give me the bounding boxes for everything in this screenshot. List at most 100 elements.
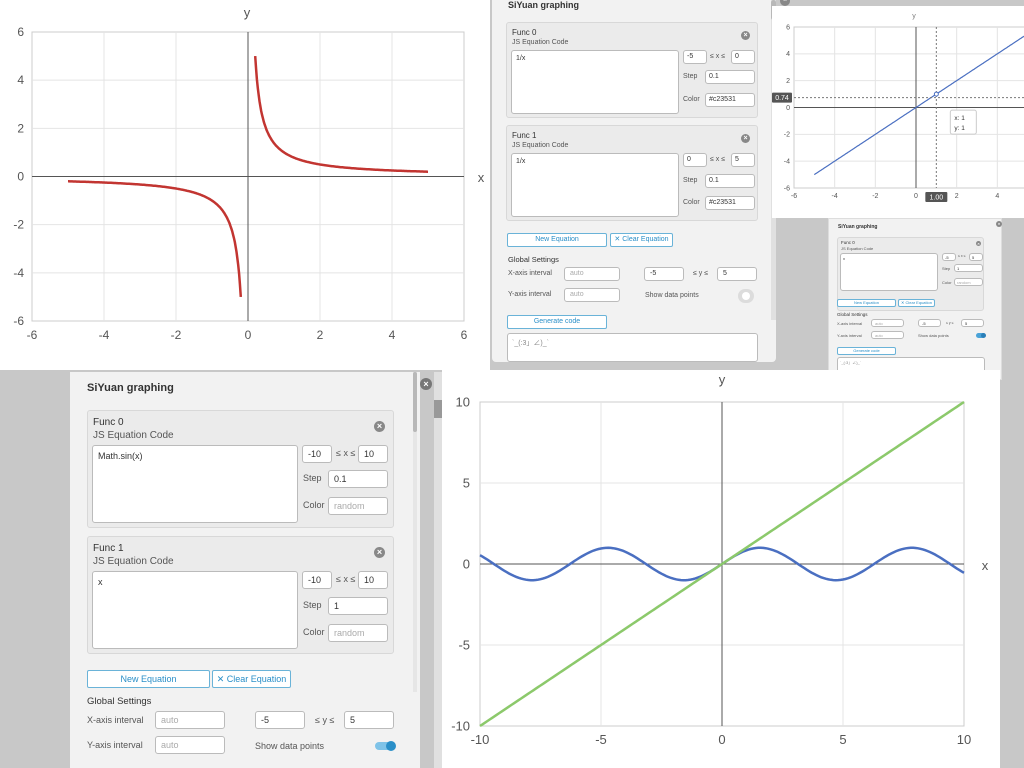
chart-bottom-right: y x -10 -5 0 5 10 10 5 0 -5 -10 xyxy=(442,370,1000,768)
step-input[interactable]: 1 xyxy=(954,264,983,272)
series-line-0 xyxy=(813,35,1024,176)
show-data-points-toggle[interactable] xyxy=(375,741,396,751)
y-tick-label: 0 xyxy=(17,170,24,184)
y-tick-label: 0 xyxy=(786,105,790,112)
y-min-input[interactable]: -5 xyxy=(918,319,941,327)
y-axis-label: y xyxy=(244,5,251,20)
func-card-1: Func 1 JS Equation Code × 1/x 0 ≤ x ≤ 5 … xyxy=(506,125,758,221)
func-card-0: Func 0 JS Equation Code × x -5 ≤ x ≤ 5 S… xyxy=(837,237,984,311)
step-label: Step xyxy=(683,73,698,80)
close-mini-icon[interactable]: × xyxy=(996,221,1002,227)
y-tick-label: -6 xyxy=(784,185,790,192)
color-input[interactable]: #c23531 xyxy=(705,93,755,107)
clear-equation-button[interactable]: ✕ Clear Equation xyxy=(610,233,673,247)
y-max-input[interactable]: 5 xyxy=(717,267,757,281)
step-input[interactable]: 0.1 xyxy=(705,70,755,84)
x-interval-input[interactable]: auto xyxy=(871,319,904,327)
x-interval-input[interactable]: auto xyxy=(564,267,620,281)
x-max-input[interactable]: 10 xyxy=(358,571,388,589)
x-min-input[interactable]: -10 xyxy=(302,445,332,463)
pointer-x-badge xyxy=(925,192,948,202)
y-range-cond: ≤ y ≤ xyxy=(946,321,954,325)
divider-strip xyxy=(434,372,442,768)
close-top-right-icon[interactable]: × xyxy=(780,0,790,6)
pointer-y-value: 0.74 xyxy=(775,95,789,102)
clear-icon: ✕ xyxy=(901,300,905,305)
x-interval-input[interactable]: auto xyxy=(155,711,225,729)
x-max-input[interactable]: 0 xyxy=(731,50,755,64)
panel-title: SiYuan graphing xyxy=(87,382,174,394)
y-tick-label: -2 xyxy=(784,132,790,139)
remove-func-icon[interactable]: × xyxy=(374,421,385,432)
divider-handle[interactable] xyxy=(434,400,442,418)
step-label: Step xyxy=(683,177,698,184)
equation-code-input[interactable]: x xyxy=(840,253,938,291)
x-min-input[interactable]: -5 xyxy=(683,50,707,64)
new-equation-button[interactable]: New Equation xyxy=(837,299,896,307)
color-input[interactable]: random xyxy=(328,624,388,642)
generate-code-button[interactable]: Generate code xyxy=(507,315,607,329)
toggle-knob xyxy=(742,292,750,300)
show-data-points-label: Show data points xyxy=(255,741,325,751)
show-data-points-toggle[interactable] xyxy=(738,289,754,303)
x-tick-label: -5 xyxy=(595,732,607,747)
x-max-input[interactable]: 5 xyxy=(731,153,755,167)
x-min-input[interactable]: -10 xyxy=(302,571,332,589)
graphing-panel-bottom: SiYuan graphing Func 0 JS Equation Code … xyxy=(70,372,420,768)
y-max-input[interactable]: 5 xyxy=(344,711,394,729)
x-min-input[interactable]: -5 xyxy=(942,253,956,261)
output-code-box[interactable]: `_(:3」∠)_` xyxy=(507,333,758,362)
clear-icon: ✕ xyxy=(216,674,225,684)
close-bottom-panel-icon[interactable]: × xyxy=(420,378,432,390)
x-range-cond: ≤ x ≤ xyxy=(336,448,356,458)
remove-func-icon[interactable]: × xyxy=(741,31,750,40)
equation-code-input[interactable]: x xyxy=(92,571,298,649)
y-max-input[interactable]: 5 xyxy=(961,319,984,327)
x-max-input[interactable]: 10 xyxy=(358,445,388,463)
tooltip-y: y: 1 xyxy=(954,125,965,132)
y-tick-label: 6 xyxy=(786,24,790,31)
y-min-input[interactable]: -5 xyxy=(255,711,305,729)
equation-code-input[interactable]: Math.sin(x) xyxy=(92,445,298,523)
clear-equation-label: Clear Equation xyxy=(226,674,287,684)
show-data-points-toggle[interactable] xyxy=(976,333,986,338)
remove-func-icon[interactable]: × xyxy=(374,547,385,558)
remove-func-icon[interactable]: × xyxy=(741,134,750,143)
y-interval-input[interactable]: auto xyxy=(564,288,620,302)
x-tick-label: 0 xyxy=(718,732,725,747)
y-interval-input[interactable]: auto xyxy=(871,331,904,339)
step-input[interactable]: 0.1 xyxy=(328,470,388,488)
x-max-input[interactable]: 5 xyxy=(969,253,983,261)
clear-equation-button[interactable]: ✕ Clear Equation xyxy=(898,299,935,307)
chart-top-left-svg: y x -6 -4 -2 0 2 4 6 6 4 2 0 -2 -4 -6 xyxy=(13,5,484,342)
show-data-points-label: Show data points xyxy=(645,292,699,299)
panel-scrollbar[interactable] xyxy=(413,372,417,692)
panel-title: SiYuan graphing xyxy=(838,224,878,230)
color-input[interactable]: random xyxy=(328,497,388,515)
y-min-input[interactable]: -5 xyxy=(644,267,684,281)
clear-equation-button[interactable]: ✕ Clear Equation xyxy=(212,670,291,688)
equation-code-input[interactable]: 1/x xyxy=(511,153,679,217)
color-input[interactable]: #c23531 xyxy=(705,196,755,210)
equation-code-input[interactable]: 1/x xyxy=(511,50,679,114)
step-input[interactable]: 1 xyxy=(328,597,388,615)
panel-title: SiYuan graphing xyxy=(508,0,580,10)
chart-top-left: y x -6 -4 -2 0 2 4 6 6 4 2 0 -2 -4 -6 xyxy=(0,0,490,370)
panel-scroll-thumb[interactable] xyxy=(413,372,417,432)
generate-code-button[interactable]: Generate code xyxy=(837,347,896,355)
step-label: Step xyxy=(303,600,322,610)
graphing-panel-mini: SiYuan graphing × Func 0 JS Equation Cod… xyxy=(828,218,1002,380)
color-label: Color xyxy=(683,96,700,103)
new-equation-button[interactable]: New Equation xyxy=(507,233,607,247)
new-equation-button[interactable]: New Equation xyxy=(87,670,210,688)
x-min-input[interactable]: 0 xyxy=(683,153,707,167)
y-tick-label: 2 xyxy=(17,121,24,135)
y-tick-label: 0 xyxy=(463,556,470,571)
y-tick-label: 4 xyxy=(786,51,790,58)
clear-equation-label: Clear Equation xyxy=(905,300,932,305)
y-interval-input[interactable]: auto xyxy=(155,736,225,754)
step-input[interactable]: 0.1 xyxy=(705,174,755,188)
color-input[interactable]: random xyxy=(954,278,983,286)
remove-func-icon[interactable]: × xyxy=(976,241,981,246)
y-range-cond: ≤ y ≤ xyxy=(315,715,335,725)
